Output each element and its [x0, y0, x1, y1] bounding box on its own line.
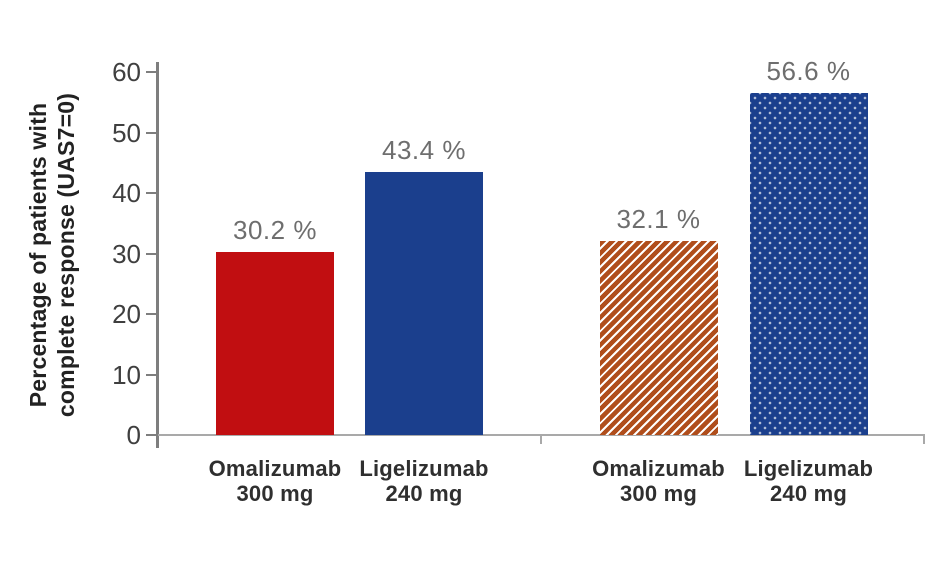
y-tick-label-10: 10 [112, 359, 141, 390]
bar-omalizumab-300mg-group2 [599, 241, 718, 435]
y-tick-label-60: 60 [112, 57, 141, 87]
bar-value-label: 32.1 % [616, 204, 701, 234]
bar-value-label: 30.2 % [233, 215, 317, 245]
bar-value-label: 43.4 % [382, 135, 466, 165]
y-tick-label-0: 0 [126, 420, 141, 450]
bar-value-label: 56.6 % [766, 56, 851, 86]
y-tick-label-50: 50 [112, 117, 141, 148]
y-tick-0 [146, 434, 158, 436]
bar-omalizumab-300mg-group1 [216, 252, 334, 435]
y-tick-label-30: 30 [112, 238, 141, 269]
y-tick-label-40: 40 [112, 178, 141, 208]
y-tick-60 [146, 71, 158, 73]
y-tick-10 [146, 373, 158, 376]
bar-ligelizumab-240mg-group2 [749, 93, 868, 435]
y-tick-label-20: 20 [112, 299, 141, 329]
x-label-omalizumab-300mg: Omalizumab 300 mg [208, 456, 342, 506]
x-axis-group-tick [540, 434, 542, 444]
y-tick-50 [146, 131, 158, 134]
y-tick-20 [146, 313, 158, 315]
y-tick-30 [146, 252, 158, 255]
x-label-omalizumab-300mg: Omalizumab 300 mg [592, 456, 725, 506]
x-label-ligelizumab-240mg: Ligelizumab 240 mg [743, 456, 874, 506]
y-tick-40 [146, 192, 158, 194]
x-axis-end-tick [923, 434, 925, 444]
bar-ligelizumab-240mg-group1 [365, 172, 483, 435]
x-label-ligelizumab-240mg: Ligelizumab 240 mg [359, 456, 489, 506]
y-axis-line [156, 62, 159, 448]
